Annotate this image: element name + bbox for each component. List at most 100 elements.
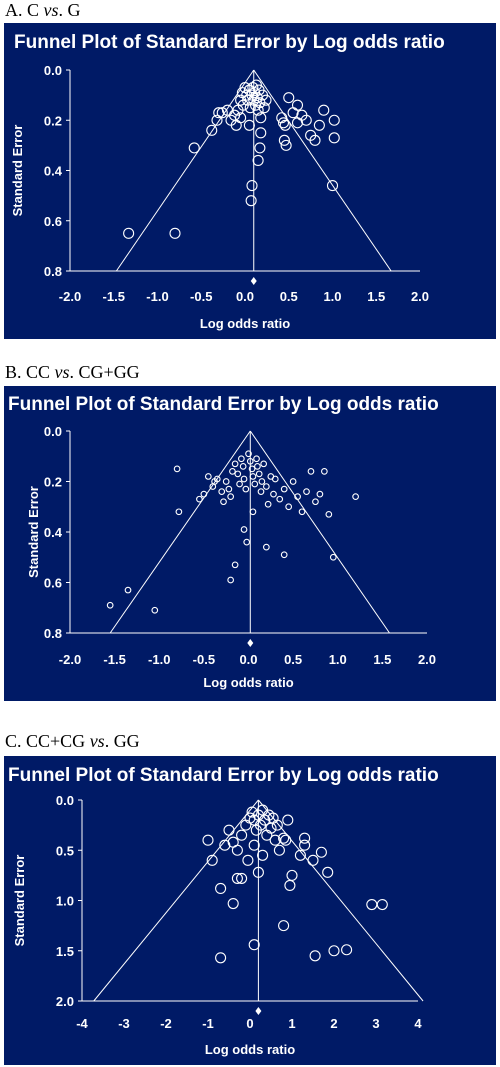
study-point [263,543,270,551]
study-point [106,601,114,609]
study-point [284,879,296,891]
study-point [328,945,340,957]
x-tick-label: 1.0 [323,289,341,304]
y-tick-label: 0.8 [44,264,62,279]
x-tick-label: -0.5 [190,289,212,304]
study-point [252,154,264,166]
x-tick-label: 1.0 [329,652,347,667]
study-point [223,824,235,836]
study-point [244,102,256,114]
study-point [303,488,310,495]
study-point [216,107,228,119]
study-point [175,508,183,516]
study-point [279,119,291,131]
study-point [225,485,233,493]
y-tick-label: 0.6 [44,214,62,229]
study-point [200,490,208,498]
study-point [246,457,254,465]
y-axis-label: Standard Error [26,486,41,578]
study-point [280,551,288,559]
x-tick-label: -4 [76,1016,88,1031]
study-point [236,480,243,488]
study-point [352,493,359,500]
study-point [280,139,292,151]
study-point [151,606,159,614]
x-tick-label: 2.0 [418,652,436,667]
study-point [243,119,255,131]
y-tick-label: 0.5 [56,843,74,858]
study-point [249,508,257,516]
study-point [258,478,266,485]
study-point [123,227,135,239]
study-point [298,508,306,516]
x-tick-label: -0.5 [193,652,215,667]
x-tick-label: 0.0 [239,652,257,667]
study-point [196,495,203,503]
study-point [238,455,245,463]
pooled-estimate-diamond [247,639,254,647]
panel-a-prefix: A. C [5,0,44,20]
study-point [248,939,260,951]
study-point [173,465,181,473]
x-tick-label: 1.5 [373,652,391,667]
study-point [239,462,247,470]
study-point [252,866,264,878]
x-tick-label: -1.5 [103,289,125,304]
funnel-left-line [109,430,251,634]
study-point [245,450,252,458]
y-tick-label: 0.4 [44,164,63,179]
study-point [341,944,353,956]
study-point [215,952,227,964]
study-point [246,806,258,818]
study-point [325,510,333,518]
study-point [307,468,315,475]
study-point [188,142,200,154]
study-point [222,478,230,485]
study-point [227,836,239,848]
funnel-right-line [249,430,390,634]
study-point [260,94,272,106]
x-tick-label: -2 [160,1016,172,1031]
y-tick-label: 1.5 [56,944,74,959]
funnel-right-line [258,799,424,1002]
study-point [234,470,242,478]
x-tick-label: 1 [288,1016,295,1031]
x-axis-label: Log odds ratio [203,675,293,690]
y-tick-label: 1.0 [56,894,74,909]
study-point [280,834,292,846]
panel-c-vs: vs [89,731,105,751]
study-point [242,854,254,866]
y-tick-label: 0.8 [44,626,62,641]
study-point [254,142,266,154]
study-point [321,468,328,475]
y-axis-label: Standard Error [10,125,25,217]
study-point [231,561,239,569]
study-point [211,114,223,126]
x-tick-label: -2.0 [59,289,81,304]
study-point [227,576,234,584]
study-point [243,538,251,546]
panel-c-suffix: . GG [104,731,140,751]
study-point [291,99,304,111]
study-point [206,854,218,866]
funnel-chart-b: Funnel Plot of Standard Error by Log odd… [4,386,496,701]
study-point [276,112,288,124]
study-point [312,498,319,506]
study-point [309,134,321,146]
study-point [231,460,239,468]
study-point [277,117,290,129]
x-axis-label: Log odds ratio [205,1042,295,1057]
study-point [255,112,267,124]
panel-b-suffix: . CG+GG [69,362,140,382]
panel-c-label: C. CC+CG vs. GG [5,731,140,752]
pooled-estimate-diamond [255,1007,262,1015]
study-point [307,854,319,866]
study-point [227,897,239,910]
study-point [264,500,272,508]
x-tick-label: 0.0 [236,289,254,304]
study-point [246,180,258,192]
study-point [294,493,301,500]
study-point [280,485,288,493]
study-point [240,475,248,483]
x-tick-label: 0.5 [280,289,298,304]
